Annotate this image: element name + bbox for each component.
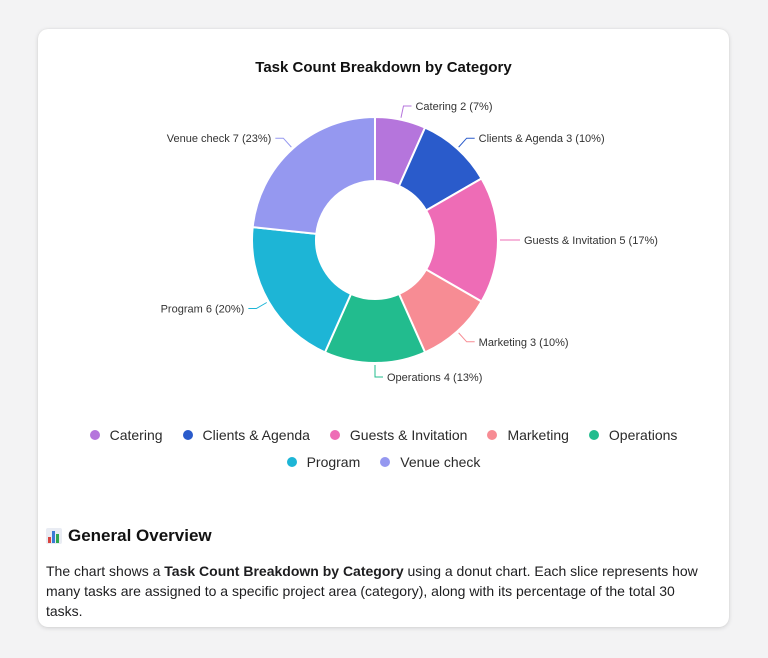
chart-legend: Catering Clients & Agenda Guests & Invitat… [58, 426, 709, 471]
overview-text-start: The chart shows a [46, 563, 165, 579]
data-label-operations: Operations 4 (13%) [387, 372, 482, 384]
legend-label: Marketing [507, 427, 569, 443]
overview-paragraph: The chart shows a Task Count Breakdown b… [46, 561, 709, 621]
legend-label: Venue check [400, 454, 481, 470]
legend-dot-icon [588, 430, 599, 440]
legend-item-venue-check[interactable]: Venue check [380, 453, 480, 471]
chart-card: Task Count Breakdown by Category Caterin… [38, 29, 729, 627]
slice-venue-check[interactable] [251, 115, 376, 235]
slice-program[interactable] [251, 226, 353, 354]
leader-line-marketing [458, 332, 475, 343]
legend-dot-icon [286, 457, 297, 467]
legend-label: Guests & Invitation [349, 427, 468, 443]
legend-label: Operations [608, 427, 678, 443]
data-label-clients-and-agenda: Clients & Agenda 3 (10%) [479, 133, 605, 145]
legend-dot-icon [380, 457, 391, 467]
legend-dot-icon [487, 430, 498, 440]
data-label-venue-check: Venue check 7 (23%) [167, 133, 272, 145]
leader-line-operations [374, 365, 383, 378]
legend-item-program[interactable]: Program [286, 453, 361, 471]
data-label-guests-and-invitation: Guests & Invitation 5 (17%) [524, 235, 658, 247]
legend-label: Clients & Agenda [202, 427, 310, 443]
overview-text-bold: Task Count Breakdown by Category [164, 563, 404, 579]
leader-line-clients-and-agenda [458, 137, 475, 148]
overview-title: General Overview [68, 526, 212, 545]
legend-dot-icon [329, 430, 340, 440]
overview-text-end: using a donut chart. Each slice represen… [46, 563, 698, 619]
legend-label: Catering [109, 427, 163, 443]
data-label-catering: Catering 2 (7%) [415, 101, 492, 113]
overview-heading: General Overview [46, 526, 212, 546]
legend-item-catering[interactable]: Catering [89, 426, 163, 444]
legend-item-operations[interactable]: Operations [588, 426, 678, 444]
donut-chart: Catering 2 (7%) Clients & Agenda 3 (10%) G… [161, 101, 658, 384]
legend-dot-icon [89, 430, 100, 440]
leader-line-catering [400, 105, 412, 118]
legend-item-clients-and-agenda[interactable]: Clients & Agenda [182, 426, 310, 444]
data-label-program: Program 6 (20%) [161, 304, 245, 316]
bar-chart-icon [46, 528, 62, 544]
legend-label: Program [306, 454, 361, 470]
data-label-marketing: Marketing 3 (10%) [479, 337, 569, 349]
legend-item-guests-and-invitation[interactable]: Guests & Invitation [329, 426, 468, 444]
leader-line-program [248, 302, 267, 309]
legend-item-marketing[interactable]: Marketing [487, 426, 569, 444]
chart-title: Task Count Breakdown by Category [255, 59, 512, 76]
leader-line-venue-check [275, 137, 292, 148]
legend-dot-icon [182, 430, 193, 440]
